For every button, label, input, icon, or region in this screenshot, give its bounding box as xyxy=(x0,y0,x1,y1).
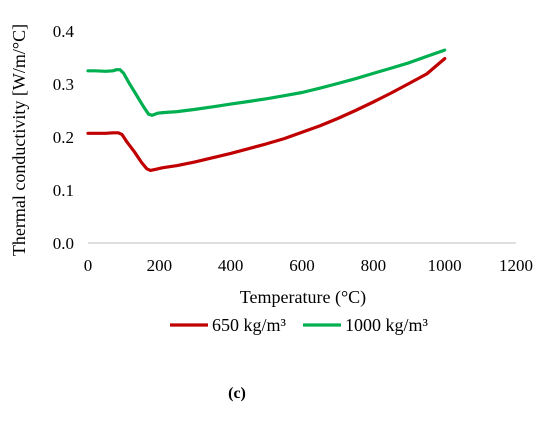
x-tick-label: 1200 xyxy=(499,256,533,275)
x-axis-ticks: 0 200 400 600 800 1000 1200 xyxy=(84,256,533,275)
series-line-1 xyxy=(86,57,447,172)
y-tick-label: 0.2 xyxy=(53,128,74,147)
y-tick-label: 0.3 xyxy=(53,75,74,94)
x-tick-label: 0 xyxy=(84,256,93,275)
x-tick-label: 1000 xyxy=(428,256,462,275)
x-axis-title: Temperature (°C) xyxy=(240,287,366,308)
y-tick-label: 0.4 xyxy=(53,22,75,41)
y-axis-ticks: 0.0 0.1 0.2 0.3 0.4 xyxy=(53,22,75,253)
x-tick-label: 400 xyxy=(218,256,244,275)
x-tick-label: 200 xyxy=(147,256,173,275)
x-tick-label: 800 xyxy=(361,256,387,275)
y-tick-label: 0.0 xyxy=(53,234,74,253)
legend-label-2: 1000 kg/m³ xyxy=(345,315,429,335)
legend-label-1: 650 kg/m³ xyxy=(212,315,287,335)
figure-caption: (c) xyxy=(228,385,246,402)
chart-legend: 650 kg/m³ 1000 kg/m³ xyxy=(170,315,429,335)
y-axis-title: Thermal conductivity [W/m/°C] xyxy=(9,24,29,256)
plot-area xyxy=(86,48,516,244)
y-tick-label: 0.1 xyxy=(53,181,74,200)
series-line-2 xyxy=(86,48,447,117)
x-tick-label: 600 xyxy=(289,256,315,275)
